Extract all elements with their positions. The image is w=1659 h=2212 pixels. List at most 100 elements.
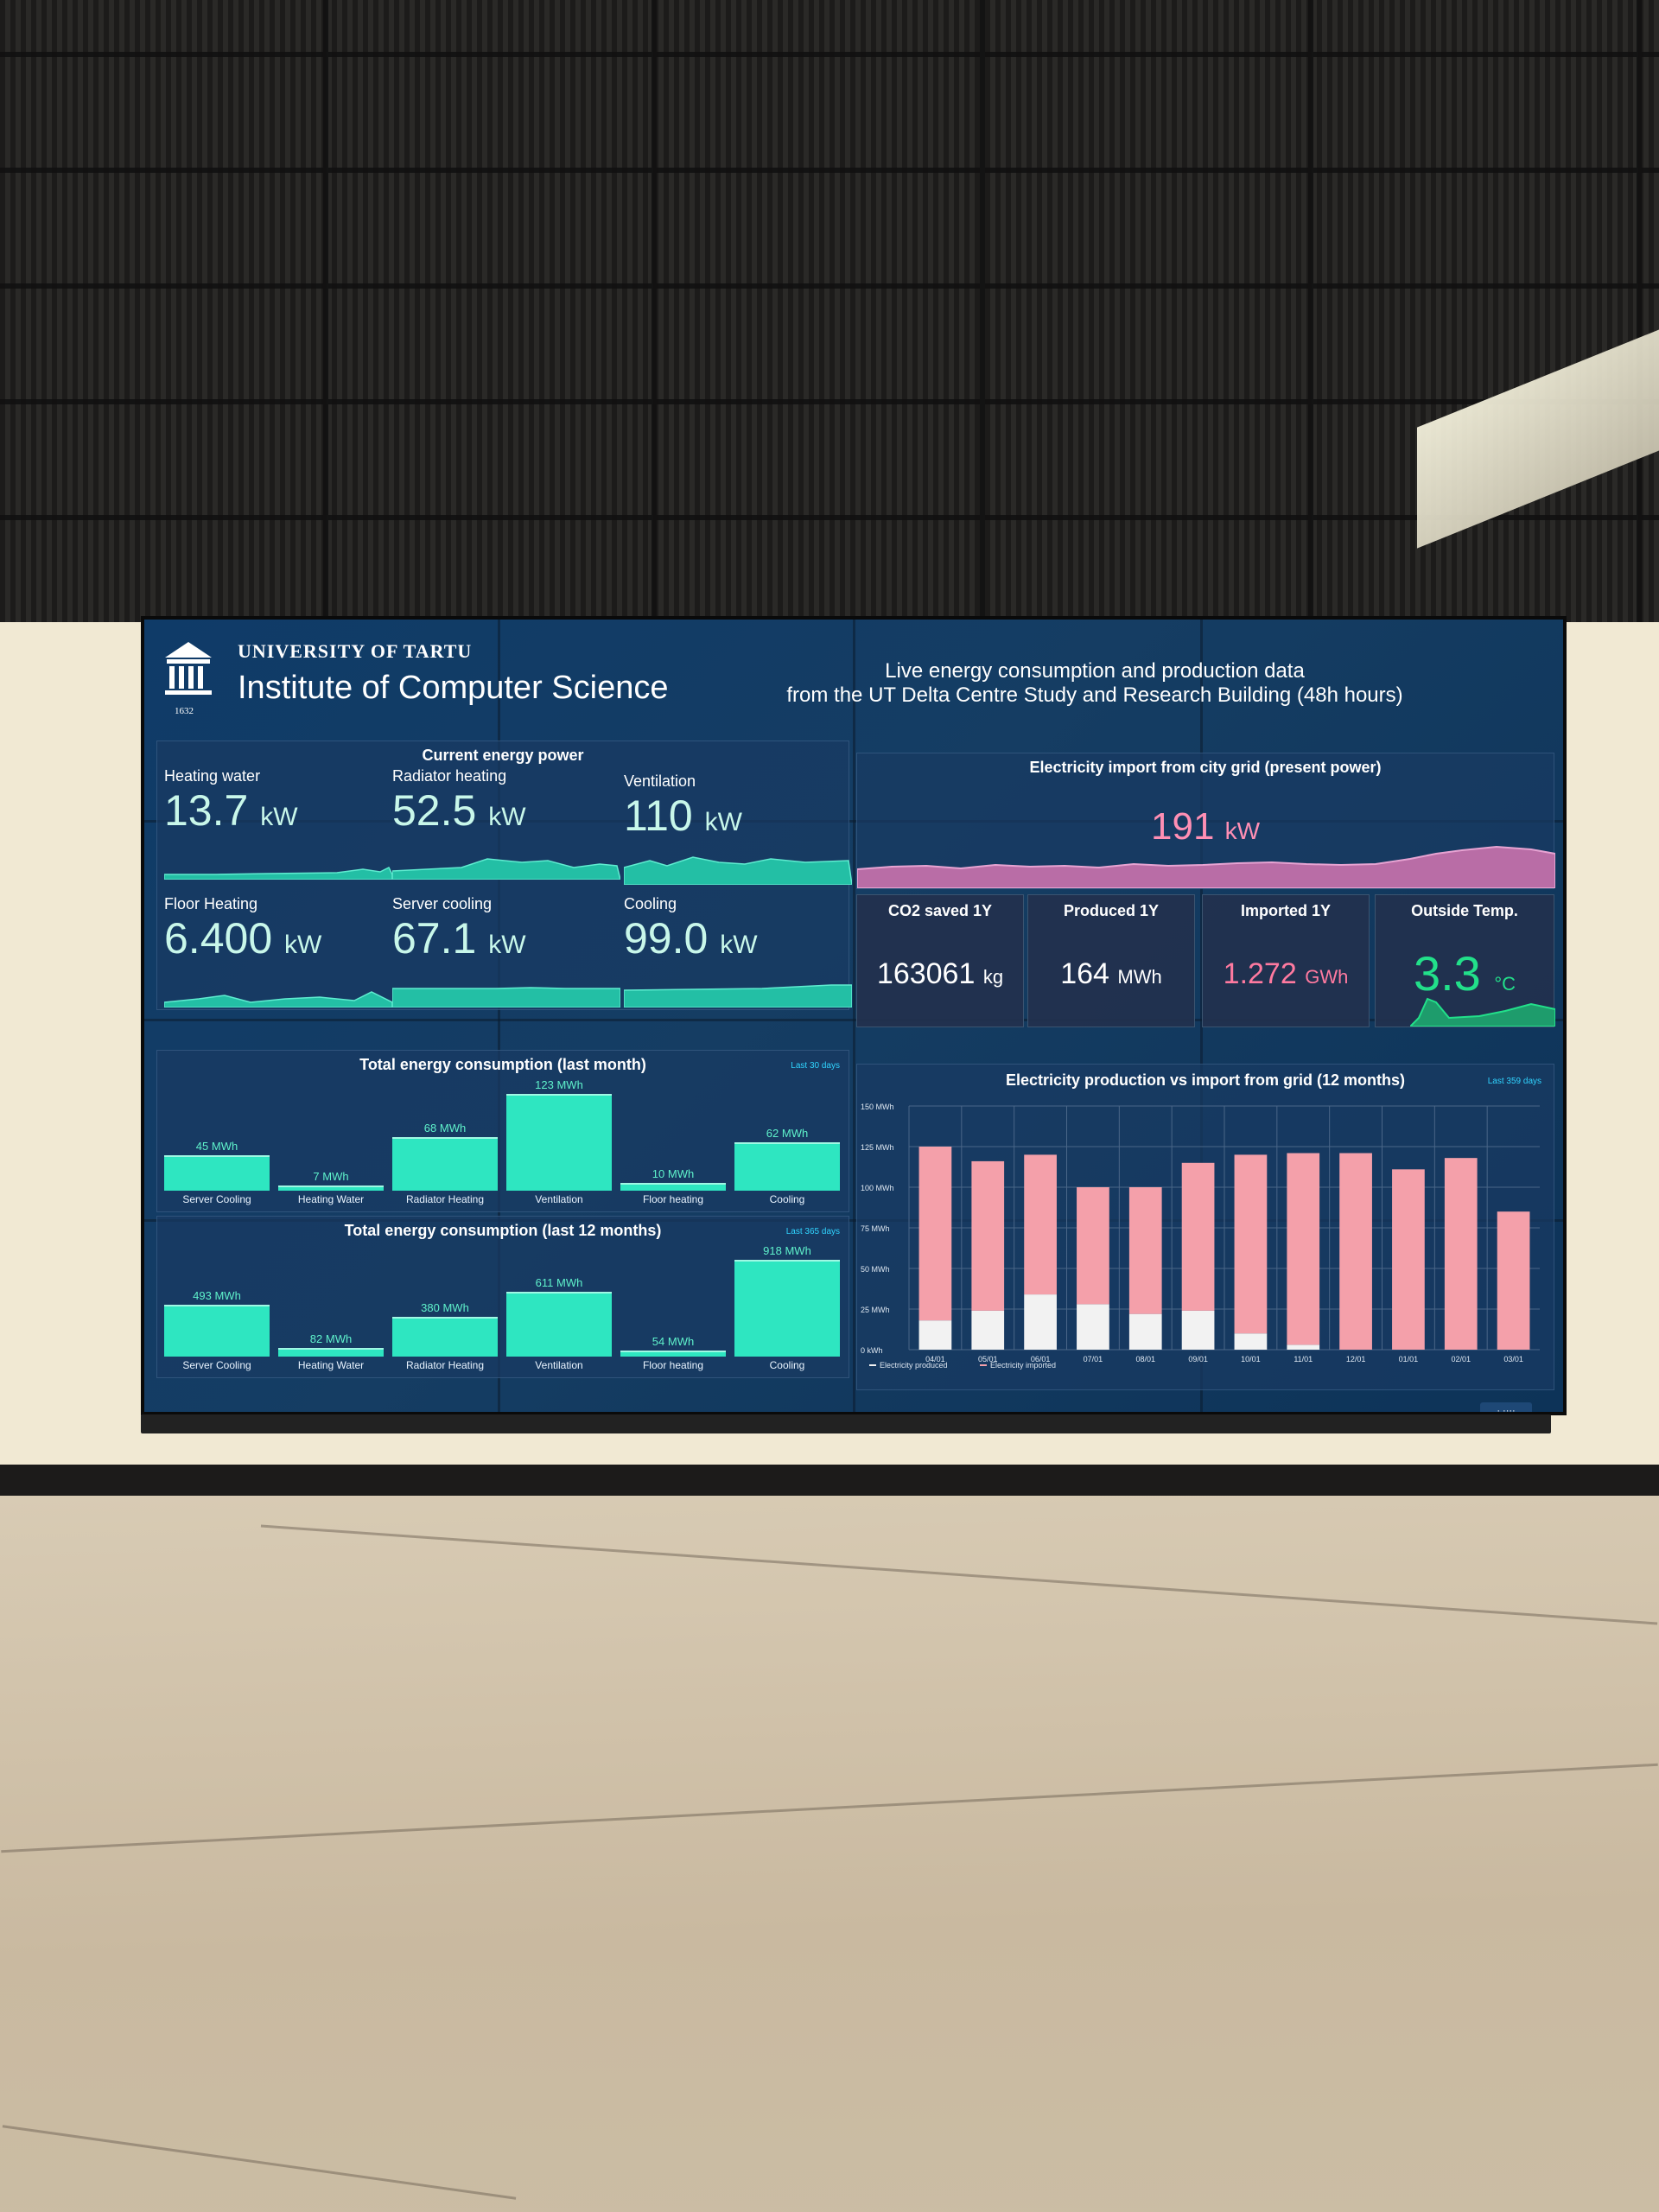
panel-title: Current energy power — [422, 747, 584, 764]
produced-bar — [1287, 1344, 1320, 1350]
imported-bar — [918, 1147, 952, 1321]
stat-card: Outside Temp. 3.3 °C — [1375, 894, 1555, 1027]
produced-bar — [1128, 1313, 1162, 1350]
bar-value-label: 611 MWh — [535, 1276, 583, 1290]
tile-value: 110 kW — [624, 791, 742, 840]
power-tile: Cooling 99.0 kW — [624, 895, 852, 1007]
institute-name: Institute of Computer Science — [238, 670, 669, 706]
consumption-bar — [620, 1182, 726, 1191]
x-tick-label: 08/01 — [1135, 1355, 1155, 1363]
range-badge[interactable]: Last 359 days — [1487, 1077, 1541, 1086]
imported-bar — [1392, 1169, 1425, 1350]
university-logo — [165, 642, 212, 695]
tile-sparkline — [392, 987, 620, 1007]
production-import-chart: 0 kWh 25 MWh 50 MWh 75 MWh 100 MWh 125 MWh 150… — [861, 1103, 1540, 1370]
bar-value-label: 7 MWh — [313, 1169, 349, 1183]
tile-value: 6.400 kW — [164, 914, 322, 963]
stat-value: 1.272 GWh — [1223, 957, 1349, 990]
consumption-bar — [164, 1155, 270, 1191]
x-tick-label: 03/01 — [1503, 1355, 1523, 1363]
produced-bar — [918, 1320, 952, 1350]
stat-title: CO2 saved 1Y — [887, 902, 993, 919]
tile-sparkline — [392, 858, 620, 880]
bar-value-label: 45 MWh — [195, 1140, 238, 1154]
consumption-bar — [734, 1260, 840, 1357]
produced-bar — [1181, 1310, 1215, 1350]
tile-sparkline — [624, 856, 852, 885]
produced-bar — [971, 1310, 1005, 1350]
baseboard — [0, 1465, 1659, 1496]
category-label: Cooling — [769, 1193, 805, 1205]
panel-title: Total energy consumption (last 12 months… — [344, 1222, 662, 1239]
tile-value: 13.7 kW — [164, 786, 298, 835]
category-label: Floor heating — [642, 1359, 704, 1371]
current-power-panel: Current energy power Heating water 13.7 k… — [156, 741, 852, 1010]
stat-card: Imported 1Y 1.272 GWh — [1202, 894, 1370, 1027]
consumption-bar — [734, 1141, 840, 1191]
x-tick-label: 10/01 — [1241, 1355, 1261, 1363]
y-tick-label: 50 MWh — [861, 1265, 890, 1274]
month-consumption-panel: Total energy consumption (last month) La… — [156, 1050, 849, 1212]
consumption-bar — [278, 1347, 384, 1357]
stat-title: Imported 1Y — [1240, 902, 1332, 919]
panel-title: Total energy consumption (last month) — [359, 1056, 646, 1073]
category-label: Server Cooling — [182, 1193, 251, 1205]
dashboard-screen: 1632 UNIVERSITY OF TARTU Institute of Co… — [141, 616, 1567, 1415]
imported-bar — [971, 1160, 1005, 1311]
stat-value: 3.3 °C — [1413, 946, 1516, 1001]
produced-bar — [1077, 1304, 1109, 1350]
consumption-bar — [506, 1292, 612, 1357]
x-tick-label: 04/01 — [925, 1355, 945, 1363]
dashboard-title: Live energy consumption and production d… — [749, 659, 1440, 708]
y-tick-label: 0 kWh — [861, 1346, 883, 1355]
x-tick-label: 02/01 — [1451, 1355, 1471, 1363]
y-tick-label: 100 MWh — [861, 1184, 894, 1192]
tile-label: Heating water — [164, 767, 261, 785]
title-line-1: Live energy consumption and production d… — [885, 659, 1305, 683]
grid-import-panel: Electricity import from city grid (prese… — [856, 753, 1555, 889]
x-tick-label: 09/01 — [1188, 1355, 1208, 1363]
category-label: Ventilation — [535, 1359, 583, 1371]
tile-value: 52.5 kW — [392, 786, 526, 835]
stat-card: Produced 1Y 164 MWh — [1027, 894, 1195, 1027]
legend-label: Electricity imported — [990, 1361, 1056, 1370]
bar-value-label: 62 MWh — [766, 1126, 809, 1140]
range-badge[interactable]: Last 365 days — [785, 1227, 840, 1236]
ceiling — [0, 0, 1659, 631]
bar-value-label: 918 MWh — [763, 1244, 811, 1257]
category-label: Radiator Heating — [405, 1193, 485, 1205]
power-tile: Heating water 13.7 kW — [164, 767, 392, 880]
bar-value-label: 54 MWh — [652, 1335, 695, 1349]
range-badge[interactable]: Last 30 days — [791, 1061, 840, 1071]
x-tick-label: 07/01 — [1084, 1355, 1103, 1363]
year-consumption-panel: Total energy consumption (last 12 months… — [156, 1216, 849, 1378]
consumption-bar — [278, 1185, 384, 1191]
consumption-bar — [620, 1351, 726, 1357]
power-tile: Server cooling 67.1 kW — [392, 895, 620, 1007]
imported-bar — [1024, 1154, 1057, 1295]
grid-power-value: 191 kW — [1151, 805, 1261, 848]
imported-bar — [1077, 1187, 1109, 1305]
bar-value-label: 380 MWh — [421, 1300, 469, 1314]
title-line-2: from the UT Delta Centre Study and Resea… — [786, 683, 1403, 707]
produced-bar — [1234, 1333, 1268, 1350]
logo-year: 1632 — [175, 706, 194, 716]
stat-card: CO2 saved 1Y 163061 kg — [856, 894, 1024, 1027]
consumption-bar — [164, 1304, 270, 1357]
power-tile: Radiator heating 52.5 kW — [392, 767, 620, 880]
legend-label: Electricity produced — [880, 1361, 948, 1370]
x-tick-label: 01/01 — [1399, 1355, 1419, 1363]
consumption-bar — [392, 1137, 498, 1191]
y-tick-label: 25 MWh — [861, 1306, 890, 1314]
bar-value-label: 10 MWh — [652, 1166, 695, 1180]
more-button[interactable]: · ···· — [1480, 1402, 1532, 1412]
university-name: UNIVERSITY OF TARTU — [238, 640, 473, 662]
y-tick-label: 75 MWh — [861, 1224, 890, 1233]
imported-bar — [1339, 1153, 1372, 1350]
x-tick-label: 05/01 — [978, 1355, 998, 1363]
temp-sparkline — [1410, 997, 1555, 1027]
stat-title: Outside Temp. — [1411, 902, 1518, 919]
tile-value: 67.1 kW — [392, 914, 526, 963]
stat-value: 164 MWh — [1060, 957, 1162, 990]
category-label: Floor heating — [642, 1193, 704, 1205]
